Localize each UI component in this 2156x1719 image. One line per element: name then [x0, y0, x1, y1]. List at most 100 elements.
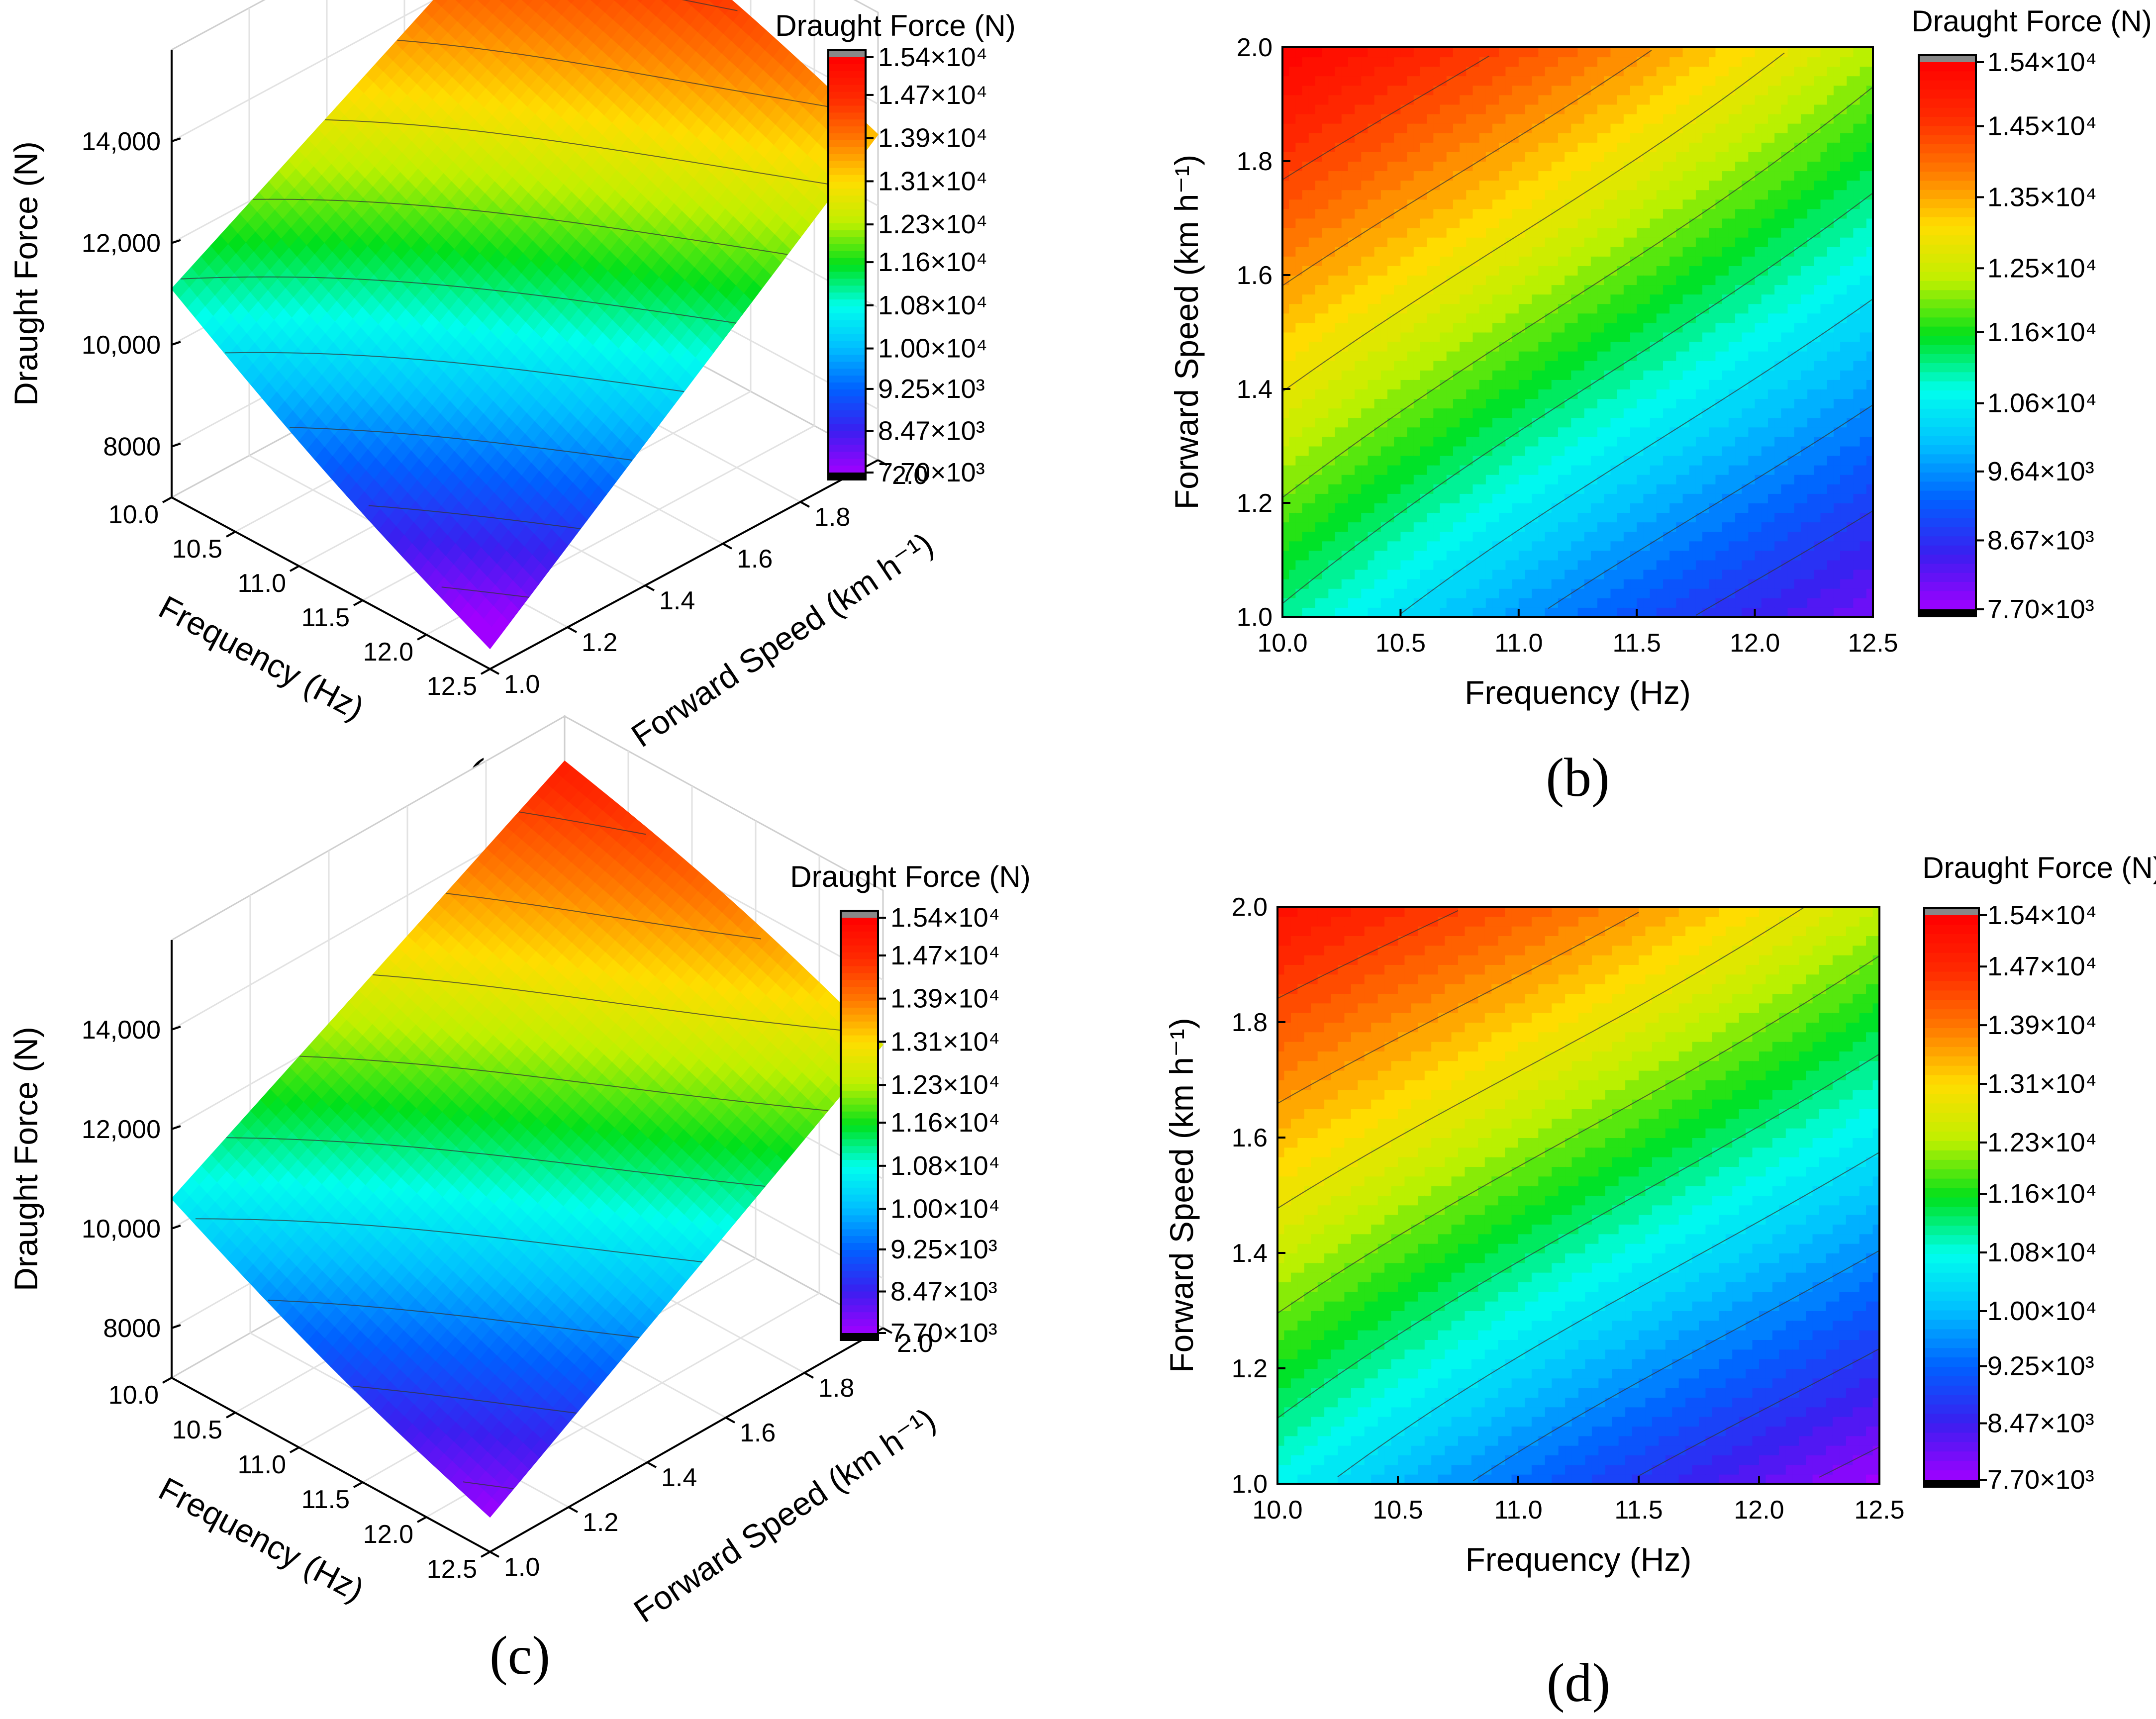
contour-cell	[1433, 123, 1441, 133]
contour-cell	[1282, 218, 1290, 228]
contour-cell	[1427, 95, 1434, 105]
contour-cell	[1512, 455, 1519, 466]
contour-cell	[1387, 180, 1395, 191]
contour-cell	[1400, 417, 1408, 428]
contour-cell	[1597, 303, 1605, 314]
contour-cell	[1532, 57, 1539, 67]
contour-cell	[1341, 360, 1349, 371]
contour-cell	[1282, 465, 1290, 475]
contour-cell	[1479, 332, 1486, 342]
contour-cell	[1518, 503, 1526, 513]
contour-cell	[1374, 370, 1381, 380]
y-tick-label: 1.2	[582, 628, 617, 657]
contour-cell	[1623, 427, 1631, 437]
contour-cell	[1413, 104, 1421, 114]
contour-cell	[1400, 446, 1408, 456]
contour-cell	[1427, 607, 1434, 617]
contour-cell	[1505, 227, 1513, 238]
contour-cell	[1335, 76, 1342, 86]
contour-cell	[1368, 171, 1375, 181]
contour-cell	[1355, 493, 1362, 503]
contour-cell	[1551, 275, 1559, 286]
contour-cell	[1505, 493, 1513, 503]
contour-cell	[1630, 436, 1638, 447]
contour-cell	[1387, 47, 1395, 58]
contour-cell	[1400, 436, 1408, 447]
contour-cell	[1453, 379, 1461, 389]
contour-cell	[1413, 503, 1421, 513]
contour-cell	[1466, 303, 1473, 314]
contour-cell	[1355, 389, 1362, 399]
contour-cell	[1532, 465, 1539, 475]
contour-cell	[1472, 436, 1480, 447]
contour-cell	[1420, 360, 1428, 371]
contour-cell	[1551, 483, 1559, 494]
contour-cell	[1400, 569, 1408, 579]
contour-cell	[1518, 522, 1526, 532]
contour-cell	[1302, 455, 1309, 466]
contour-cell	[1604, 588, 1611, 598]
contour-cell	[1518, 275, 1526, 286]
contour-cell	[1315, 351, 1323, 361]
contour-cell	[1374, 265, 1381, 276]
colorbar-band	[828, 223, 866, 231]
contour-cell	[1551, 578, 1559, 589]
contour-cell	[1453, 285, 1461, 295]
contour-cell	[1315, 190, 1323, 200]
contour-cell	[1590, 322, 1598, 333]
contour-cell	[1380, 493, 1388, 503]
contour-cell	[1289, 285, 1296, 295]
contour-cell	[1368, 57, 1375, 67]
contour-cell	[1361, 578, 1369, 589]
contour-cell	[1479, 541, 1486, 551]
contour-cell	[1460, 313, 1467, 323]
contour-cell	[1289, 123, 1296, 133]
contour-cell	[1479, 285, 1486, 295]
contour-cell	[1617, 95, 1624, 105]
contour-cell	[1446, 285, 1454, 295]
contour-cell	[1335, 332, 1342, 342]
colorbar-band	[828, 112, 866, 120]
contour-cell	[1551, 569, 1559, 579]
contour-cell	[1518, 180, 1526, 191]
contour-cell	[1302, 512, 1309, 523]
contour-cell	[1545, 57, 1552, 67]
contour-cell	[1565, 76, 1572, 86]
contour-cell	[1630, 132, 1638, 143]
contour-cell	[1380, 294, 1388, 304]
contour-cell	[1479, 161, 1486, 172]
contour-cell	[1453, 275, 1461, 286]
contour-cell	[1460, 180, 1467, 191]
contour-cell	[1361, 455, 1369, 466]
contour-cell	[1630, 389, 1638, 399]
contour-cell	[1348, 607, 1356, 617]
contour-cell	[1295, 389, 1303, 399]
contour-cell	[1460, 132, 1467, 143]
contour-cell	[1630, 285, 1638, 295]
contour-cell	[1472, 588, 1480, 598]
contour-cell	[1420, 246, 1428, 257]
contour-cell	[1361, 474, 1369, 484]
contour-cell	[1532, 483, 1539, 494]
contour-cell	[1420, 113, 1428, 124]
contour-cell	[1499, 95, 1506, 105]
contour-cell	[1525, 322, 1533, 333]
contour-cell	[1315, 294, 1323, 304]
contour-cell	[1355, 360, 1362, 371]
contour-cell	[1374, 95, 1381, 105]
contour-cell	[1571, 503, 1578, 513]
contour-cell	[1623, 389, 1631, 399]
contour-cell	[1590, 151, 1598, 162]
contour-cell	[1413, 123, 1421, 133]
contour-cell	[1590, 218, 1598, 228]
contour-cell	[1485, 370, 1493, 380]
contour-cell	[1479, 436, 1486, 447]
contour-cell	[1512, 597, 1519, 608]
contour-cell	[1571, 332, 1578, 342]
contour-cell	[1545, 294, 1552, 304]
contour-cell	[1446, 607, 1454, 617]
contour-cell	[1453, 256, 1461, 266]
contour-cell	[1604, 379, 1611, 389]
contour-cell	[1413, 322, 1421, 333]
contour-cell	[1374, 246, 1381, 257]
